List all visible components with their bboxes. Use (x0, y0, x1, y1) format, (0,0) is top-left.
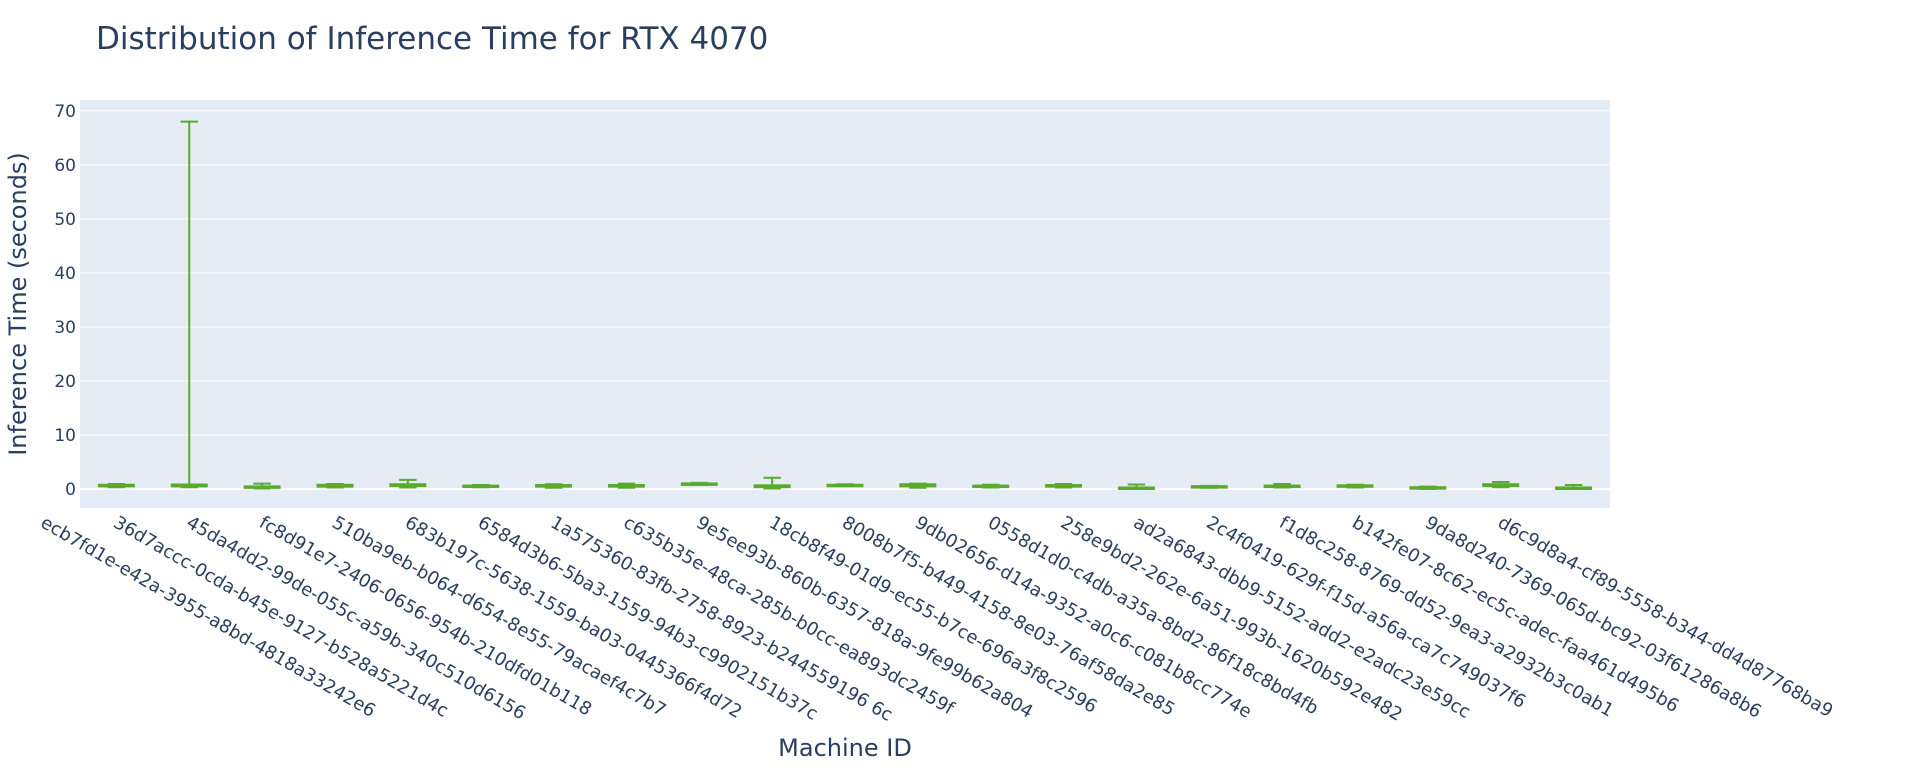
box-1 (97, 482, 135, 489)
y-tick-label: 10 (54, 426, 76, 446)
box-17 (1263, 482, 1301, 489)
box-2 (170, 120, 208, 489)
box-18 (1336, 483, 1374, 489)
box-6 (462, 484, 500, 489)
y-tick-label: 40 (54, 264, 76, 284)
box-11 (826, 483, 864, 488)
chart-title: Distribution of Inference Time for RTX 4… (96, 21, 768, 57)
plot-area (80, 100, 1610, 508)
y-tick-label: 30 (54, 318, 76, 338)
box-19 (1409, 485, 1447, 490)
box-20 (1482, 481, 1520, 489)
box-8 (607, 482, 645, 489)
box-4 (316, 482, 354, 489)
y-tick-label: 60 (54, 156, 76, 176)
gridlines (80, 110, 1610, 491)
y-tick-label: 50 (54, 210, 76, 230)
y-tick-label: 20 (54, 372, 76, 392)
box-13 (972, 483, 1010, 489)
box-12 (899, 482, 937, 489)
box-16 (1190, 484, 1228, 489)
box-14 (1045, 482, 1083, 489)
box-10 (753, 476, 791, 490)
y-tick-label: 70 (54, 102, 76, 122)
box-7 (535, 483, 573, 489)
box-21 (1555, 484, 1593, 490)
x-axis-title: Machine ID (778, 734, 912, 762)
y-tick-label: 0 (65, 480, 76, 500)
y-axis-title: Inference Time (seconds) (4, 152, 32, 456)
box-9 (680, 481, 718, 487)
box-3 (243, 482, 281, 490)
box-5 (389, 478, 427, 489)
box-series (97, 120, 1593, 490)
y-axis-ticks: 0 10 20 30 40 50 60 70 (54, 102, 76, 500)
box-15 (1117, 483, 1155, 490)
